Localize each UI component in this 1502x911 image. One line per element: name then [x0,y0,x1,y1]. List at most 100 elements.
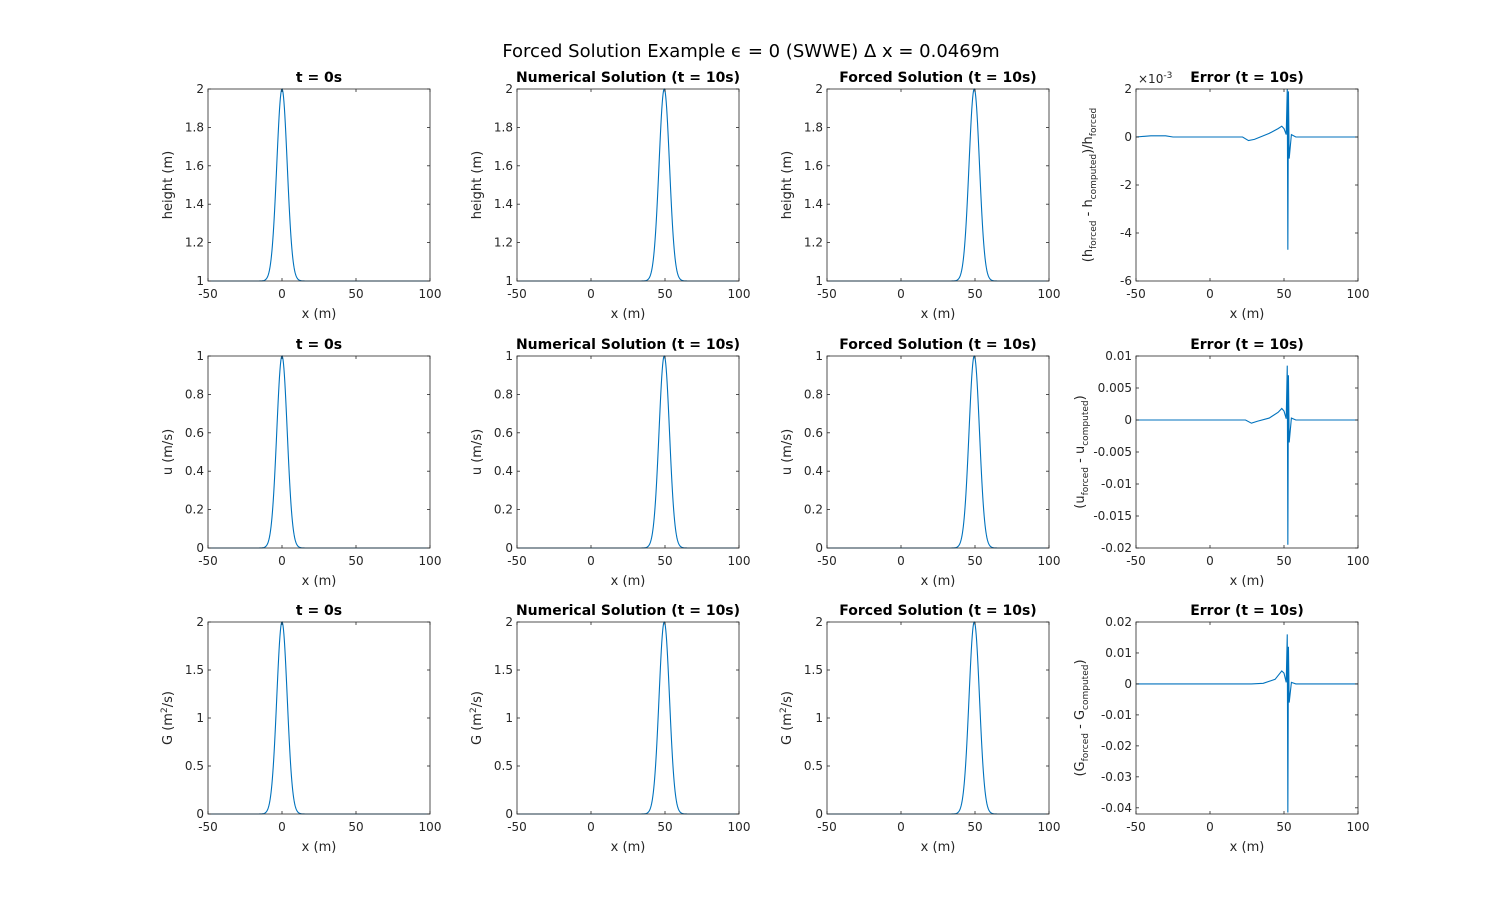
y-axis-label: (Gforced - Gcomputed) [1073,659,1091,776]
x-tick-label: 0 [1206,554,1214,568]
subplot-title: Error (t = 10s) [1190,337,1304,353]
y-tick-label: -0.01 [1101,708,1132,722]
x-tick-label: 100 [728,554,751,568]
axes-box [207,355,431,549]
y-tick-label: 0 [1124,130,1132,144]
x-tick-label: 50 [1276,554,1291,568]
subplot-h_t0: -50 0 50 100 1 1.2 1.4 1.6 1.8 2 t = 0s x (m) height… [161,70,441,322]
x-tick-label: 0 [587,554,595,568]
x-tick-label: 50 [657,554,672,568]
axes-box [1135,88,1359,282]
x-tick-label: 50 [967,554,982,568]
y-tick-label: 0.2 [804,503,823,517]
subplot-title: Forced Solution (t = 10s) [839,337,1036,353]
subplot-u_err: -50 0 50 100 -0.02 -0.015 -0.01 -0.005 0 0.005 0.0… [1073,337,1369,589]
y-tick-label: -0.005 [1093,445,1132,459]
subplot-title: t = 0s [296,603,342,619]
x-tick-label: 0 [587,820,595,834]
y-tick-label: 2 [1124,82,1132,96]
data-line-u_t0 [208,355,430,549]
x-tick-label: 0 [278,820,286,834]
x-tick-label: 0 [897,554,905,568]
x-tick-label: -50 [198,287,218,301]
axes-box [1135,355,1359,549]
y-tick-label: 1.4 [804,197,823,211]
x-tick-label: 100 [419,820,442,834]
y-tick-label: 0.4 [804,464,823,478]
y-tick-label: 0 [815,541,823,555]
y-tick-label: 0.5 [185,759,204,773]
y-tick-label: -2 [1120,178,1132,192]
y-tick-label: 0.2 [185,503,204,517]
x-tick-label: 100 [728,287,751,301]
y-tick-label: 1 [196,349,204,363]
y-tick-label: 1.6 [494,159,513,173]
x-tick-label: 0 [897,820,905,834]
y-tick-label: 0.4 [494,464,513,478]
y-tick-label: 1 [505,274,513,288]
y-tick-label: 0.6 [494,426,513,440]
x-axis-label: x (m) [921,307,956,322]
x-tick-label: 100 [1347,820,1370,834]
axes-box [207,621,431,815]
x-axis-label: x (m) [611,574,646,589]
x-axis-label: x (m) [302,840,337,855]
axes-box [516,355,740,549]
x-axis-label: x (m) [611,840,646,855]
y-axis-label: u (m/s) [470,429,485,475]
y-tick-label: -0.04 [1101,801,1132,815]
y-axis-label: u (m/s) [161,429,176,475]
y-tick-label: -6 [1120,274,1132,288]
y-axis-label: height (m) [161,151,176,219]
data-line-h_t0 [208,88,430,282]
x-tick-label: 50 [348,820,363,834]
x-tick-label: 50 [967,287,982,301]
y-tick-label: 1 [505,711,513,725]
y-tick-label: 1.5 [494,663,513,677]
y-tick-label: -0.03 [1101,770,1132,784]
y-axis-label: G (m2/s) [469,691,485,745]
y-tick-label: 1.5 [804,663,823,677]
y-tick-label: 1 [196,274,204,288]
x-tick-label: 0 [1206,287,1214,301]
x-tick-label: -50 [507,820,527,834]
y-tick-label: 2 [196,615,204,629]
x-tick-label: 50 [1276,820,1291,834]
y-tick-label: 2 [196,82,204,96]
x-tick-label: -50 [198,554,218,568]
y-tick-label: -0.02 [1101,739,1132,753]
data-line-h_num [517,88,739,282]
y-tick-label: 0.02 [1105,615,1132,629]
axes-box [516,88,740,282]
y-tick-label: 0 [196,807,204,821]
x-tick-label: 50 [657,287,672,301]
y-exponent-label: ×10-3 [1138,71,1172,86]
subplot-title: t = 0s [296,70,342,86]
y-tick-label: 0.6 [804,426,823,440]
y-tick-label: 1.6 [185,159,204,173]
data-line-G_forced [827,621,1049,815]
y-tick-label: 2 [505,82,513,96]
y-tick-label: 0.5 [804,759,823,773]
x-tick-label: -50 [1126,820,1146,834]
y-tick-label: 0 [1124,413,1132,427]
x-axis-label: x (m) [302,307,337,322]
x-tick-label: 50 [348,554,363,568]
y-tick-label: 0.8 [185,387,204,401]
y-tick-label: 0.01 [1105,646,1132,660]
y-tick-label: 0.4 [185,464,204,478]
y-axis-label: G (m2/s) [160,691,176,745]
data-line-u_forced [827,355,1049,549]
x-tick-label: 0 [1206,820,1214,834]
y-tick-label: 1.2 [804,236,823,250]
subplot-G_err: -50 0 50 100 -0.04 -0.03 -0.02 -0.01 0 0.01 0.02 Er… [1073,603,1369,855]
y-tick-label: 0 [196,541,204,555]
x-tick-label: -50 [1126,554,1146,568]
y-tick-label: 2 [505,615,513,629]
data-line-h_err [1136,88,1358,250]
subplot-title: Numerical Solution (t = 10s) [516,70,740,86]
y-tick-label: 1.8 [185,120,204,134]
